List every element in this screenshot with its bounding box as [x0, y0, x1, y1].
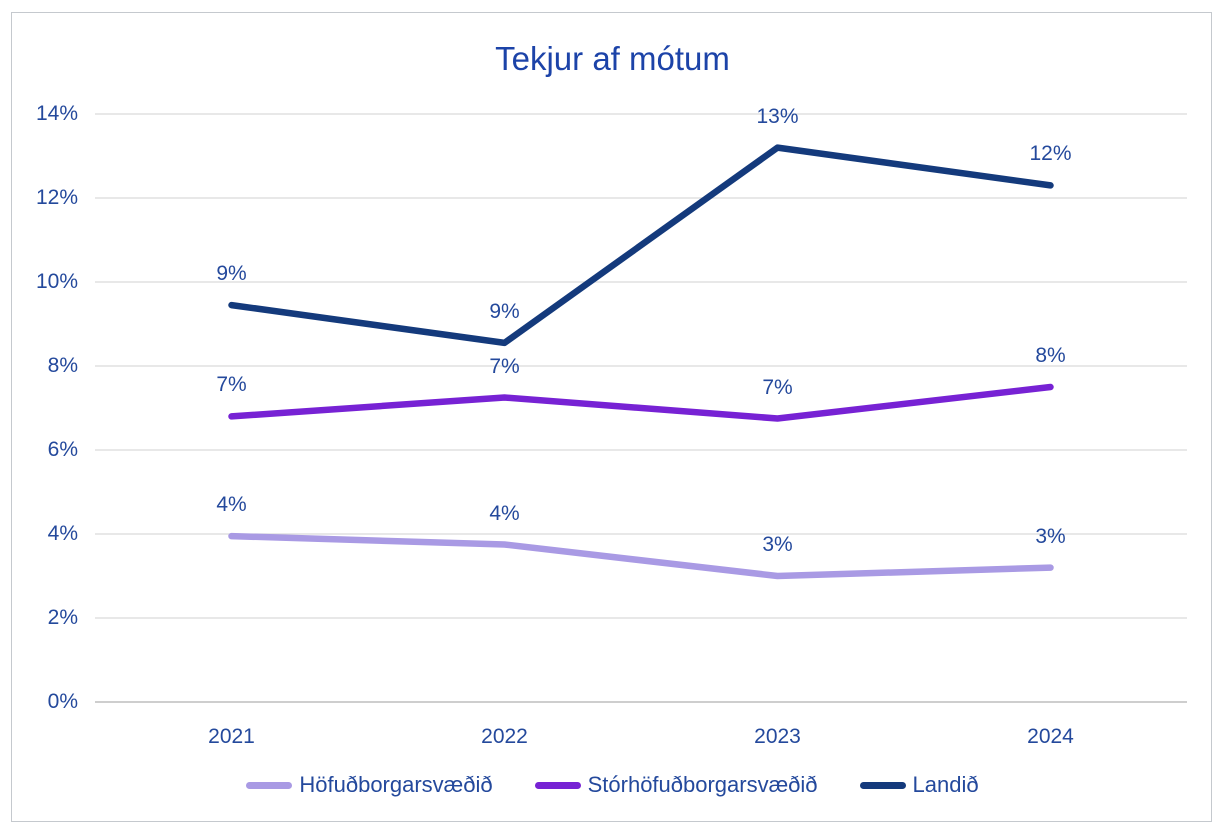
chart-frame — [11, 12, 1212, 822]
legend-label: Stórhöfuðborgarsvæðið — [587, 772, 818, 797]
y-axis-tick-label: 2% — [47, 606, 78, 629]
data-point-label: 12% — [1029, 142, 1072, 166]
legend-line-swatch-icon — [859, 781, 906, 789]
data-point-label: 7% — [489, 354, 520, 378]
y-axis-tick-label: 12% — [35, 186, 78, 209]
y-axis-tick-label: 4% — [47, 522, 78, 545]
series-line — [228, 383, 1054, 422]
data-point-label: 3% — [762, 533, 793, 556]
legend-item: Landið — [859, 772, 979, 798]
legend-label: Landið — [912, 772, 979, 797]
data-point-label: 4% — [216, 493, 247, 517]
y-axis-tick-label: 8% — [47, 354, 78, 377]
legend-item: Höfuðborgarsvæðið — [246, 772, 493, 798]
legend-item: Stórhöfuðborgarsvæðið — [534, 772, 818, 798]
data-point-label: 8% — [1035, 344, 1066, 367]
data-point-label: 9% — [489, 299, 520, 323]
data-point-label: 9% — [216, 262, 247, 286]
data-point-label: 7% — [762, 375, 793, 399]
legend-label: Höfuðborgarsvæðið — [299, 772, 493, 797]
y-axis-tick-label: 14% — [35, 102, 78, 125]
data-point-label: 13% — [756, 104, 799, 128]
chart-title: Tekjur af mótum — [495, 40, 730, 77]
data-point-label: 7% — [216, 373, 247, 397]
x-axis-tick-label: 2023 — [754, 725, 801, 748]
legend: Höfuðborgarsvæðið Stórhöfuðborgarsvæðið La… — [0, 772, 1225, 798]
series-line — [228, 532, 1054, 580]
x-axis-tick-label: 2022 — [481, 725, 528, 748]
y-axis-tick-label: 0% — [47, 690, 78, 713]
data-point-label: 4% — [489, 501, 520, 525]
y-axis-tick-label: 10% — [35, 270, 78, 293]
legend-line-swatch-icon — [246, 781, 293, 789]
data-point-label: 3% — [1035, 524, 1066, 548]
x-axis-tick-label: 2021 — [208, 725, 255, 748]
legend-line-swatch-icon — [534, 781, 581, 789]
x-axis-tick-label: 2024 — [1027, 725, 1074, 748]
y-axis-tick-label: 6% — [47, 438, 78, 461]
series-line — [228, 144, 1054, 347]
